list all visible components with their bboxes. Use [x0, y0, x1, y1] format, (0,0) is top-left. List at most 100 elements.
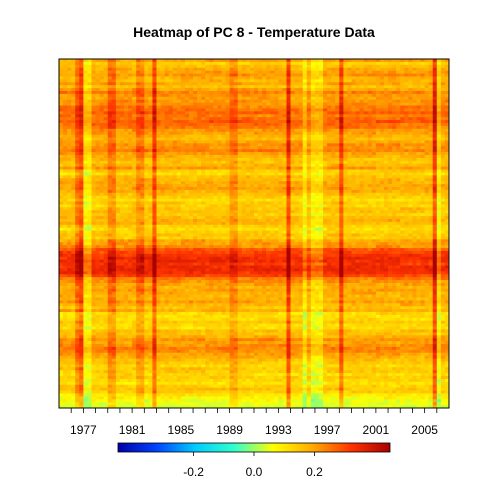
heatmap-cell [95, 329, 101, 333]
heatmap-cell [225, 248, 231, 252]
heatmap-cell [156, 149, 161, 153]
heatmap-cell [164, 201, 170, 205]
heatmap-cell [205, 67, 210, 72]
heatmap-cell [217, 297, 222, 301]
heatmap-cell [115, 157, 121, 162]
heatmap-cell [160, 312, 166, 316]
heatmap-cell [205, 134, 210, 138]
heatmap-cell [75, 384, 80, 389]
heatmap-cell [107, 90, 113, 95]
heatmap-cell [99, 210, 105, 214]
heatmap-cell [209, 122, 214, 127]
heatmap-cell [176, 67, 182, 72]
heatmap-cell [87, 221, 92, 226]
heatmap-cell [136, 73, 141, 77]
heatmap-cell [164, 227, 170, 231]
heatmap-cell [71, 344, 76, 348]
heatmap-cell [107, 376, 113, 380]
heatmap-cell [79, 239, 84, 243]
heatmap-cell [193, 259, 198, 263]
heatmap-cell [144, 256, 149, 261]
heatmap-cell [180, 64, 186, 69]
heatmap-cell [148, 338, 153, 342]
heatmap-cell [119, 329, 125, 333]
heatmap-cell [152, 82, 157, 86]
heatmap-cell [128, 114, 133, 118]
heatmap-cell [119, 181, 125, 185]
heatmap-cell [189, 332, 194, 336]
heatmap-cell [67, 230, 72, 234]
heatmap-cell [99, 352, 105, 357]
heatmap-cell [99, 166, 105, 170]
heatmap-cell [87, 163, 92, 168]
heatmap-cell [124, 341, 129, 345]
heatmap-cell [176, 280, 182, 284]
heatmap-cell [132, 218, 137, 223]
heatmap-cell [176, 393, 182, 397]
heatmap-cell [119, 137, 125, 141]
heatmap-cell [83, 262, 88, 266]
heatmap-cell [99, 201, 105, 205]
heatmap-cell [91, 224, 96, 229]
heatmap-cell [95, 204, 101, 208]
heatmap-cell [111, 352, 117, 357]
heatmap-cell [176, 137, 182, 141]
heatmap-cell [160, 154, 166, 159]
heatmap-cell [83, 361, 88, 365]
heatmap-cell [124, 157, 129, 162]
heatmap-cell [160, 175, 166, 179]
heatmap-cell [95, 335, 101, 339]
heatmap-cell [79, 192, 84, 197]
heatmap-cell [160, 294, 166, 298]
heatmap-cell [209, 175, 214, 179]
heatmap-cell [107, 117, 113, 121]
heatmap-cell [119, 376, 125, 380]
heatmap-cell [217, 146, 222, 150]
heatmap-cell [103, 128, 109, 133]
heatmap-cell [160, 280, 166, 284]
heatmap-cell [111, 274, 117, 278]
heatmap-cell [119, 256, 125, 261]
heatmap-cell [79, 189, 84, 194]
heatmap-cell [75, 387, 80, 391]
heatmap-cell [63, 99, 68, 104]
heatmap-cell [79, 160, 84, 165]
heatmap-cell [128, 271, 133, 275]
heatmap-cell [197, 175, 202, 179]
heatmap-cell [217, 349, 222, 354]
heatmap-cell [144, 396, 149, 400]
heatmap-cell [124, 291, 129, 295]
heatmap-cell [95, 259, 101, 263]
heatmap-cell [91, 70, 96, 74]
heatmap-cell [172, 221, 178, 226]
heatmap-cell [124, 236, 129, 240]
heatmap-cell [172, 300, 178, 304]
heatmap-cell [136, 236, 141, 240]
heatmap-cell [79, 341, 84, 345]
heatmap-cell [168, 349, 174, 354]
heatmap-cell [217, 210, 222, 214]
heatmap-cell [132, 111, 137, 115]
heatmap-cell [221, 361, 226, 365]
heatmap-cell [124, 184, 129, 188]
heatmap-cell [209, 367, 214, 371]
heatmap-cell [213, 117, 218, 121]
heatmap-cell [197, 373, 202, 377]
heatmap-cell [95, 236, 101, 240]
heatmap-cell [115, 384, 121, 389]
heatmap-cell [99, 376, 105, 380]
heatmap-cell [172, 248, 178, 252]
heatmap-cell [205, 99, 210, 104]
heatmap-cell [197, 277, 202, 281]
heatmap-cell [95, 114, 101, 118]
heatmap-cell [160, 306, 166, 310]
heatmap-cell [148, 405, 153, 409]
heatmap-cell [201, 67, 206, 72]
heatmap-cell [107, 256, 113, 261]
heatmap-cell [164, 259, 170, 263]
heatmap-cell [148, 245, 153, 249]
heatmap-cell [184, 88, 190, 92]
heatmap-cell [119, 335, 125, 339]
heatmap-cell [132, 314, 137, 319]
heatmap-cell [75, 396, 80, 400]
